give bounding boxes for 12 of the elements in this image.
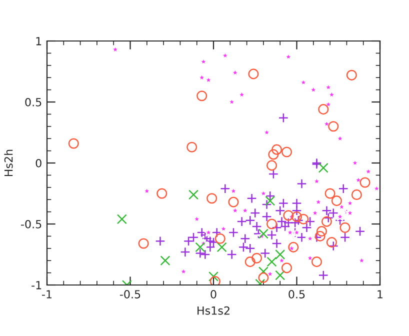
y-tick-label: 0.5 <box>25 98 42 106</box>
y-tick-label: 0 <box>36 158 42 168</box>
x-tick-label: 0.5 <box>288 290 305 298</box>
y-tick-label: 1 <box>36 37 42 46</box>
x-tick-label: 1 <box>378 290 383 298</box>
y-axis-title: Hs2h <box>4 150 13 176</box>
y-tick-label: -1 <box>32 281 42 290</box>
x-tick-label: -1 <box>42 290 52 298</box>
x-tick-label: 0 <box>210 290 216 298</box>
x-axis-title: Hs1s2 <box>198 306 230 315</box>
y-tick-label: -0.5 <box>21 220 42 228</box>
x-tick-label: -0.5 <box>120 290 140 298</box>
